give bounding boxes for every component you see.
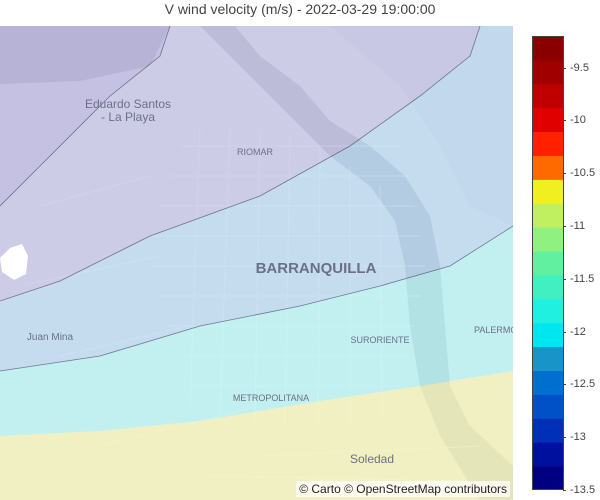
colorbar-segment bbox=[532, 298, 564, 324]
contour-band-2 bbox=[0, 26, 480, 301]
colorbar-tick-label: -12 bbox=[563, 326, 596, 338]
colorbar-segment bbox=[532, 203, 564, 228]
colorbar-segment bbox=[532, 227, 564, 252]
place-label-juan-mina: Juan Mina bbox=[27, 332, 74, 343]
place-label-palermo: PALERMO bbox=[474, 325, 513, 335]
colorbar-tick-label: -10 bbox=[563, 114, 596, 126]
colorbar-tick-label: -10.5 bbox=[563, 167, 596, 179]
colorbar-border bbox=[532, 36, 564, 490]
colorbar-tick-label: -12.5 bbox=[563, 378, 596, 390]
contour-band-5 bbox=[0, 371, 513, 500]
contour-band-3 bbox=[0, 26, 513, 371]
chart-title: V wind velocity (m/s) - 2022-03-29 19:00… bbox=[164, 1, 436, 17]
contour-lines bbox=[0, 26, 513, 372]
colorbar-segment bbox=[532, 59, 564, 85]
colorbar-segment bbox=[532, 36, 564, 61]
contour-band-4 bbox=[0, 226, 513, 436]
colorbar-segment bbox=[532, 466, 564, 491]
colorbar-segment bbox=[532, 251, 564, 276]
colorbar-tick-label: -9.5 bbox=[563, 62, 596, 74]
colorbar-tick-label: -13 bbox=[563, 431, 596, 443]
colorbar-tick-label: -11 bbox=[563, 220, 596, 232]
colorbar-gradient bbox=[532, 36, 564, 491]
colorbar-segment bbox=[532, 370, 564, 395]
map-feature-blob bbox=[0, 244, 28, 280]
map-view[interactable]: Eduardo Santos - La Playa RIOMAR BARRANQ… bbox=[0, 26, 513, 500]
place-label-metropolitana: METROPOLITANA bbox=[233, 393, 309, 403]
place-label-suroriente: SURORIENTE bbox=[350, 335, 409, 345]
colorbar-segment bbox=[532, 394, 564, 419]
colorbar bbox=[532, 36, 564, 491]
colorbar-segment bbox=[532, 274, 564, 300]
colorbar-segment bbox=[532, 442, 564, 467]
colorbar-segment bbox=[532, 131, 564, 156]
colorbar-segment bbox=[532, 322, 564, 348]
place-label-eduardo-santos-1: Eduardo Santos bbox=[85, 97, 171, 111]
place-label-soledad: Soledad bbox=[350, 452, 394, 466]
colorbar-tick-label: -13.5 bbox=[563, 484, 596, 496]
place-label-eduardo-santos-2: - La Playa bbox=[101, 110, 155, 124]
contour-band-1 bbox=[0, 26, 170, 206]
colorbar-tick-label: -11.5 bbox=[563, 273, 596, 285]
colorbar-segment bbox=[532, 179, 564, 204]
map-attribution[interactable]: © Carto © OpenStreetMap contributors bbox=[296, 481, 510, 497]
place-label-barranquilla: BARRANQUILLA bbox=[256, 260, 377, 277]
colorbar-segment bbox=[532, 83, 564, 109]
colorbar-segment bbox=[532, 155, 564, 180]
map-canvas[interactable]: Eduardo Santos - La Playa RIOMAR BARRANQ… bbox=[0, 26, 513, 500]
colorbar-segment bbox=[532, 107, 564, 133]
colorbar-segment bbox=[532, 418, 564, 443]
place-label-riomar: RIOMAR bbox=[237, 147, 274, 157]
colorbar-segment bbox=[532, 346, 564, 372]
